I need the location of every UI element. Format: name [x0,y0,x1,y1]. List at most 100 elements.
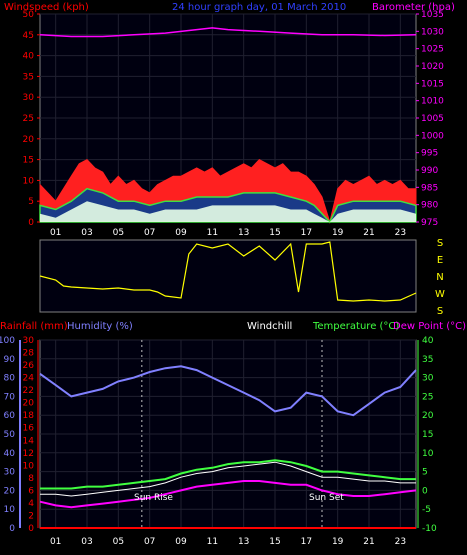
temperature-series [40,459,416,490]
rainfall-tick-label: 4 [28,499,34,509]
humidity-tick-label: 70 [4,392,16,402]
temperature-tick-label: 30 [422,374,434,384]
hour-tick-label: 19 [332,228,344,238]
barometer-tick-label: 975 [421,218,438,228]
barometer-tick-label: 995 [421,149,438,159]
humidity-tick-label: 40 [4,449,16,459]
direction-tick-label: S [437,306,443,317]
rainfall-tick-label: 18 [23,411,35,421]
hour-tick-label: 23 [395,228,406,238]
windspeed-tick-label: 5 [28,197,34,207]
rainfall-tick-label: 22 [23,386,34,396]
hour-tick-label: 21 [363,537,374,547]
humidity-tick-label: 10 [4,505,16,515]
barometer-tick-label: 1005 [421,114,444,124]
hour-tick-label: 15 [269,537,280,547]
wind-low-series [40,201,416,222]
barometer-tick-label: 1030 [421,27,444,37]
humidity-tick-label: 90 [4,355,16,365]
humidity-tick-label: 80 [4,374,16,384]
temperature-tick-label: 35 [422,355,433,365]
axis-layer: 0510152025303540455097598098599099510001… [0,10,445,547]
rainfall-tick-label: 0 [28,524,34,534]
barometer-tick-label: 1020 [421,62,444,72]
windchill-series [40,461,416,497]
wind-direction-series [39,241,417,302]
sun-set-label: Sun Set [309,493,344,503]
humidity-tick-label: 20 [4,486,16,496]
windspeed-tick-label: 30 [23,93,35,103]
windspeed-tick-label: 45 [23,31,34,41]
graph-title: 24 hour graph day, 01 March 2010 [172,2,346,13]
barometer-tick-label: 1015 [421,79,444,89]
direction-tick-label: N [436,272,443,283]
rainfall-axis-title: Rainfall (mm) [0,321,68,332]
windspeed-tick-label: 0 [28,218,34,228]
barometer-tick-label: 1010 [421,97,444,107]
sun-rise-label: Sun Rise [134,493,173,503]
direction-panel-frame [39,239,417,313]
dewpoint-series [39,480,417,509]
rainfall-tick-label: 16 [23,424,35,434]
temperature-tick-label: 15 [422,430,433,440]
rainfall-tick-label: 10 [23,461,35,471]
humidity-tick-label: 60 [4,411,16,421]
rainfall-tick-label: 30 [23,336,35,346]
barometer-tick-label: 1035 [421,10,444,20]
barometer-tick-label: 990 [421,166,438,176]
rainfall-tick-label: 2 [28,511,34,521]
hour-tick-label: 05 [113,228,124,238]
hour-tick-label: 11 [207,537,218,547]
hour-tick-label: 03 [81,228,92,238]
hour-tick-label: 13 [238,537,249,547]
hour-tick-label: 19 [332,537,344,547]
temperature-tick-label: -5 [422,505,431,515]
rainfall-tick-label: 20 [23,399,35,409]
dewpoint-axis-title: Dew Point (°C) [393,321,466,332]
temperature-tick-label: 10 [422,449,434,459]
rainfall-tick-label: 8 [28,474,34,484]
hour-tick-label: 13 [238,228,249,238]
windspeed-tick-label: 10 [23,176,35,186]
temperature-axis-title: Temperature (°C) [312,321,399,332]
rainfall-tick-label: 28 [23,349,35,359]
hour-tick-label: 09 [175,228,187,238]
hour-tick-label: 15 [269,228,280,238]
humidity-tick-label: 100 [0,336,15,346]
barometer-axis-title: Barometer (hpa) [372,2,455,13]
temperature-tick-label: -10 [422,524,437,534]
barometer-tick-label: 985 [421,183,438,193]
humidity-tick-label: 0 [9,524,15,534]
humidity-tick-label: 50 [4,430,16,440]
barometer-tick-label: 980 [421,201,438,211]
humidity-series [39,365,417,417]
direction-tick-label: E [437,255,443,266]
hour-tick-label: 01 [50,537,61,547]
rainfall-tick-label: 14 [23,436,35,446]
windspeed-tick-label: 50 [23,10,35,20]
hour-tick-label: 07 [144,228,155,238]
humidity-axis-title: Humidity (%) [67,321,133,332]
rainfall-tick-label: 6 [28,486,34,496]
temperature-tick-label: 5 [422,468,428,478]
hour-tick-label: 01 [50,228,61,238]
windchill-axis-title: Windchill [247,321,292,332]
rainfall-tick-label: 12 [23,449,34,459]
temperature-tick-label: 40 [422,336,434,346]
hour-tick-label: 21 [363,228,374,238]
temperature-tick-label: 0 [422,486,428,496]
barometer-tick-label: 1000 [421,131,444,141]
series-layer [39,27,417,529]
hour-tick-label: 07 [144,537,155,547]
direction-tick-label: S [437,238,443,249]
windspeed-tick-label: 25 [23,114,34,124]
temperature-tick-label: 20 [422,411,434,421]
hour-tick-label: 23 [395,537,406,547]
hour-tick-label: 05 [113,537,124,547]
rainfall-tick-label: 24 [23,374,35,384]
windspeed-tick-label: 15 [23,156,34,166]
hour-tick-label: 03 [81,537,92,547]
windspeed-axis-title: Windspeed (kph) [4,2,89,13]
barometer-series [39,27,417,38]
